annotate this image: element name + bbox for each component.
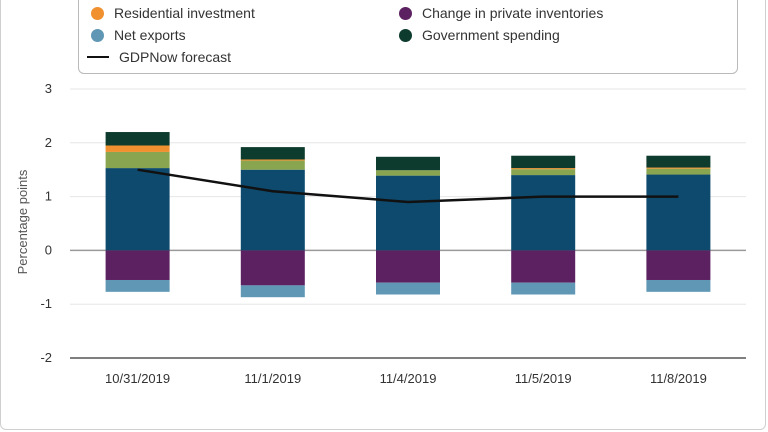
x-tick-label: 11/8/2019 [650, 371, 707, 386]
y-tick-label: -2 [40, 350, 52, 365]
bar-segment[interactable] [646, 279, 711, 292]
x-tick-labels: 10/31/2019 11/1/2019 11/4/2019 11/5/2019 11/… [105, 371, 707, 386]
bar-segment[interactable] [105, 145, 170, 152]
bar-segment[interactable] [376, 156, 440, 171]
bar-segment[interactable] [240, 159, 305, 161]
legend-item-forecast[interactable]: GDPNow forecast [87, 49, 231, 65]
bar-segment[interactable] [511, 282, 576, 295]
legend-item-residential[interactable]: Residential investment [91, 5, 255, 21]
legend-item-net-exports[interactable]: Net exports [91, 27, 186, 43]
legend-dot-icon [91, 6, 104, 20]
bar-segment[interactable] [240, 169, 305, 251]
legend-label: GDPNow forecast [119, 49, 232, 65]
y-tick-label: 0 [45, 242, 52, 257]
y-tick-label: -1 [40, 296, 52, 311]
x-tick-label: 11/5/2019 [515, 371, 572, 386]
bar-segment[interactable] [511, 155, 576, 169]
bar-segment[interactable] [646, 168, 711, 175]
legend-label: Change in private inventories [422, 5, 604, 21]
y-axis-title: Percentage points [15, 169, 30, 274]
bar-segment[interactable] [105, 279, 170, 292]
bar-segment[interactable] [511, 175, 576, 251]
bar-segment[interactable] [376, 282, 440, 295]
bar-segment[interactable] [511, 250, 576, 283]
bar-segment[interactable] [646, 174, 711, 251]
x-tick-label: 10/31/2019 [105, 371, 170, 386]
x-tick-label: 11/4/2019 [380, 371, 437, 386]
legend-label: Residential investment [114, 5, 255, 21]
legend-label: Government spending [422, 27, 560, 43]
bar-segment[interactable] [376, 175, 440, 251]
bar-segment[interactable] [105, 132, 170, 146]
legend-dot-icon [399, 6, 412, 20]
legend-line-icon [87, 56, 109, 58]
bar-segment[interactable] [105, 168, 170, 251]
legend-label: Net exports [114, 27, 186, 43]
bar-segment[interactable] [240, 160, 305, 170]
y-tick-label: 3 [45, 81, 52, 96]
legend-dot-icon [91, 28, 104, 42]
bar-segment[interactable] [511, 168, 576, 170]
bar-segment[interactable] [105, 250, 170, 280]
legend-item-inventories[interactable]: Change in private inventories [399, 5, 603, 21]
y-tick-labels: 3 2 1 0 -1 -2 [40, 81, 52, 365]
y-tick-label: 2 [45, 135, 52, 150]
bar-segment[interactable] [240, 250, 305, 286]
x-tick-label: 11/1/2019 [244, 371, 301, 386]
bar-segment[interactable] [646, 155, 711, 168]
bar-segment[interactable] [646, 167, 711, 169]
bar-segment[interactable] [240, 285, 305, 298]
bar-segment[interactable] [376, 170, 440, 176]
bar-segment[interactable] [376, 250, 440, 283]
y-tick-label: 1 [45, 189, 52, 204]
bar-segment[interactable] [646, 250, 711, 280]
bar-segment[interactable] [511, 169, 576, 176]
bar-segment[interactable] [240, 147, 305, 160]
forecast-line [137, 168, 679, 204]
legend: Residential investment Change in private… [78, 0, 738, 74]
bars [105, 132, 711, 298]
legend-dot-icon [399, 28, 412, 42]
bar-segment[interactable] [105, 151, 170, 169]
legend-item-government[interactable]: Government spending [399, 27, 560, 43]
